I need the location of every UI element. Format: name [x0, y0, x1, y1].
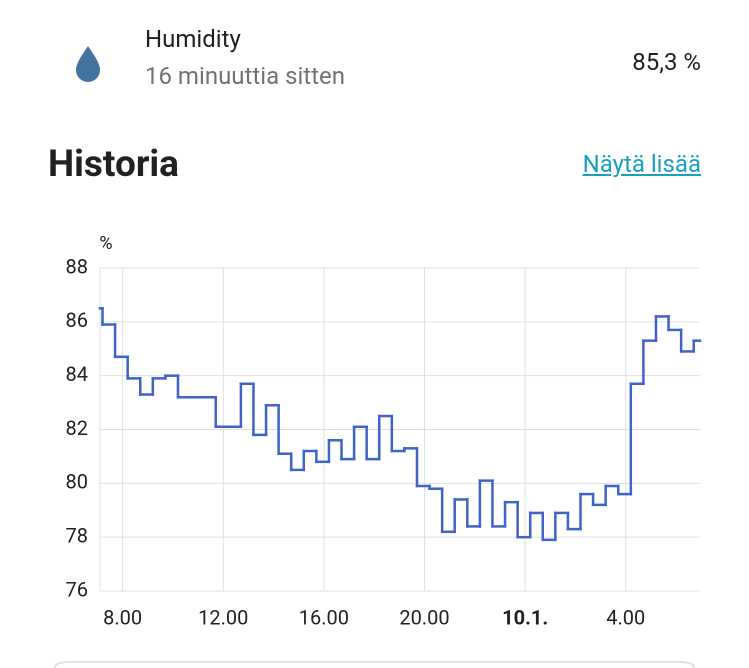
x-tick-label: 8.00	[103, 605, 142, 629]
last-changed: 16 minuuttia sitten	[145, 62, 345, 90]
x-tick-label: 12.00	[198, 605, 248, 629]
entity-name: Humidity	[145, 25, 241, 53]
next-card-edge	[54, 661, 695, 668]
y-tick-label: 80	[66, 470, 88, 494]
y-tick-label: 82	[66, 416, 88, 440]
y-tick-label: 78	[66, 523, 88, 547]
history-title: Historia	[48, 143, 179, 186]
x-tick-label: 4.00	[606, 605, 645, 629]
show-more-link[interactable]: Näytä lisää	[582, 150, 701, 178]
y-tick-label: 88	[66, 254, 88, 278]
x-tick-label: 10.1.	[502, 605, 548, 629]
y-tick-label: 84	[66, 362, 88, 386]
entity-state: 85,3 %	[632, 48, 701, 76]
x-tick-label: 20.00	[399, 605, 449, 629]
humidity-icon	[76, 46, 100, 82]
y-tick-label: 86	[66, 308, 88, 332]
y-tick-label: 76	[66, 577, 88, 601]
x-tick-label: 16.00	[299, 605, 349, 629]
y-unit: %	[99, 233, 112, 254]
